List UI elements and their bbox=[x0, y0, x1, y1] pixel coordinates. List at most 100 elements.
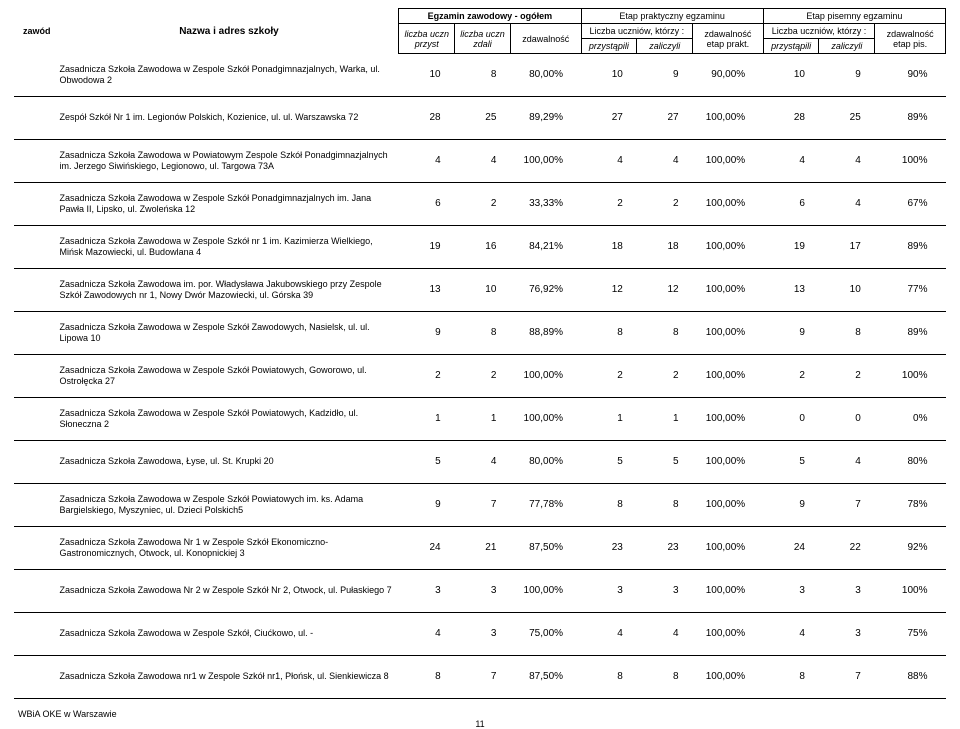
table-row: Zespół Szkół Nr 1 im. Legionów Polskich,… bbox=[14, 96, 946, 139]
cell-value: 100,00% bbox=[693, 569, 764, 612]
cell-school: Zespół Szkół Nr 1 im. Legionów Polskich,… bbox=[60, 96, 399, 139]
table-row: Zasadnicza Szkoła Zawodowa Nr 2 w Zespol… bbox=[14, 569, 946, 612]
table-header: zawód Nazwa i adres szkoły Egzamin zawod… bbox=[14, 9, 946, 54]
table-row: Zasadnicza Szkoła Zawodowa w Zespole Szk… bbox=[14, 311, 946, 354]
cell-value: 92% bbox=[875, 526, 946, 569]
cell-value: 4 bbox=[763, 139, 819, 182]
cell-value: 4 bbox=[455, 139, 511, 182]
cell-value: 10 bbox=[819, 268, 875, 311]
table-row: Zasadnicza Szkoła Zawodowa w Zespole Szk… bbox=[14, 225, 946, 268]
cell-value: 9 bbox=[763, 311, 819, 354]
cell-value: 4 bbox=[819, 440, 875, 483]
cell-value: 16 bbox=[455, 225, 511, 268]
cell-value: 90% bbox=[875, 54, 946, 97]
footer-page: 11 bbox=[475, 719, 484, 729]
cell-value: 4 bbox=[581, 612, 637, 655]
cell-zawod bbox=[14, 268, 60, 311]
cell-school: Zasadnicza Szkoła Zawodowa w Zespole Szk… bbox=[60, 483, 399, 526]
cell-value: 4 bbox=[763, 612, 819, 655]
cell-value: 1 bbox=[637, 397, 693, 440]
cell-value: 3 bbox=[399, 569, 455, 612]
cell-school: Zasadnicza Szkoła Zawodowa, Łyse, ul. St… bbox=[60, 440, 399, 483]
cell-value: 8 bbox=[581, 311, 637, 354]
cell-value: 10 bbox=[399, 54, 455, 97]
cell-zawod bbox=[14, 139, 60, 182]
cell-value: 8 bbox=[637, 483, 693, 526]
cell-value: 2 bbox=[581, 354, 637, 397]
cell-value: 9 bbox=[763, 483, 819, 526]
cell-value: 4 bbox=[455, 440, 511, 483]
cell-value: 80% bbox=[875, 440, 946, 483]
cell-value: 18 bbox=[637, 225, 693, 268]
cell-value: 7 bbox=[819, 483, 875, 526]
cell-value: 75,00% bbox=[510, 612, 581, 655]
col-ogolem: Egzamin zawodowy - ogółem bbox=[399, 9, 581, 24]
col-liczba-przyst: liczba uczn przyst bbox=[399, 24, 455, 54]
cell-value: 8 bbox=[763, 655, 819, 698]
cell-value: 21 bbox=[455, 526, 511, 569]
cell-value: 27 bbox=[637, 96, 693, 139]
table-row: Zasadnicza Szkoła Zawodowa w Zespole Szk… bbox=[14, 612, 946, 655]
cell-value: 89% bbox=[875, 225, 946, 268]
cell-value: 3 bbox=[763, 569, 819, 612]
cell-value: 2 bbox=[637, 354, 693, 397]
cell-value: 76,92% bbox=[510, 268, 581, 311]
cell-value: 3 bbox=[637, 569, 693, 612]
table-row: Zasadnicza Szkoła Zawodowa Nr 1 w Zespol… bbox=[14, 526, 946, 569]
cell-value: 28 bbox=[399, 96, 455, 139]
cell-value: 33,33% bbox=[510, 182, 581, 225]
cell-value: 8 bbox=[637, 655, 693, 698]
cell-school: Zasadnicza Szkoła Zawodowa w Zespole Szk… bbox=[60, 54, 399, 97]
cell-value: 2 bbox=[455, 354, 511, 397]
cell-school: Zasadnicza Szkoła Zawodowa w Zespole Szk… bbox=[60, 354, 399, 397]
cell-value: 100% bbox=[875, 139, 946, 182]
cell-value: 27 bbox=[581, 96, 637, 139]
cell-value: 5 bbox=[399, 440, 455, 483]
cell-value: 75% bbox=[875, 612, 946, 655]
cell-value: 87,50% bbox=[510, 655, 581, 698]
cell-value: 100,00% bbox=[693, 612, 764, 655]
cell-value: 8 bbox=[399, 655, 455, 698]
cell-zawod bbox=[14, 354, 60, 397]
cell-value: 25 bbox=[455, 96, 511, 139]
cell-value: 89,29% bbox=[510, 96, 581, 139]
cell-value: 4 bbox=[819, 182, 875, 225]
cell-value: 5 bbox=[637, 440, 693, 483]
cell-value: 87,50% bbox=[510, 526, 581, 569]
cell-value: 100% bbox=[875, 354, 946, 397]
col-zawod: zawód bbox=[14, 9, 60, 54]
cell-value: 3 bbox=[455, 569, 511, 612]
cell-value: 7 bbox=[819, 655, 875, 698]
cell-value: 8 bbox=[455, 311, 511, 354]
cell-value: 24 bbox=[763, 526, 819, 569]
col-liczba-ktorzy-1: Liczba uczniów, którzy : bbox=[581, 24, 693, 39]
cell-value: 10 bbox=[581, 54, 637, 97]
table-body: Zasadnicza Szkoła Zawodowa w Zespole Szk… bbox=[14, 54, 946, 699]
col-przystapili-2: przystąpili bbox=[763, 39, 819, 54]
cell-value: 4 bbox=[581, 139, 637, 182]
table-row: Zasadnicza Szkoła Zawodowa w Zespole Szk… bbox=[14, 397, 946, 440]
cell-zawod bbox=[14, 225, 60, 268]
cell-value: 10 bbox=[763, 54, 819, 97]
cell-value: 0% bbox=[875, 397, 946, 440]
cell-value: 1 bbox=[399, 397, 455, 440]
cell-value: 100,00% bbox=[510, 569, 581, 612]
cell-value: 13 bbox=[763, 268, 819, 311]
cell-value: 28 bbox=[763, 96, 819, 139]
cell-value: 78% bbox=[875, 483, 946, 526]
cell-value: 4 bbox=[819, 139, 875, 182]
col-zdaw-prakt: zdawalność etap prakt. bbox=[693, 24, 764, 54]
cell-value: 24 bbox=[399, 526, 455, 569]
cell-value: 2 bbox=[399, 354, 455, 397]
cell-value: 4 bbox=[637, 139, 693, 182]
cell-value: 6 bbox=[763, 182, 819, 225]
table-row: Zasadnicza Szkoła Zawodowa w Zespole Szk… bbox=[14, 483, 946, 526]
cell-value: 2 bbox=[455, 182, 511, 225]
cell-value: 100,00% bbox=[693, 139, 764, 182]
cell-school: Zasadnicza Szkoła Zawodowa nr1 w Zespole… bbox=[60, 655, 399, 698]
col-zaliczyli-2: zaliczyli bbox=[819, 39, 875, 54]
cell-value: 23 bbox=[637, 526, 693, 569]
table-row: Zasadnicza Szkoła Zawodowa w Zespole Szk… bbox=[14, 182, 946, 225]
cell-value: 18 bbox=[581, 225, 637, 268]
col-nazwa: Nazwa i adres szkoły bbox=[60, 9, 399, 54]
